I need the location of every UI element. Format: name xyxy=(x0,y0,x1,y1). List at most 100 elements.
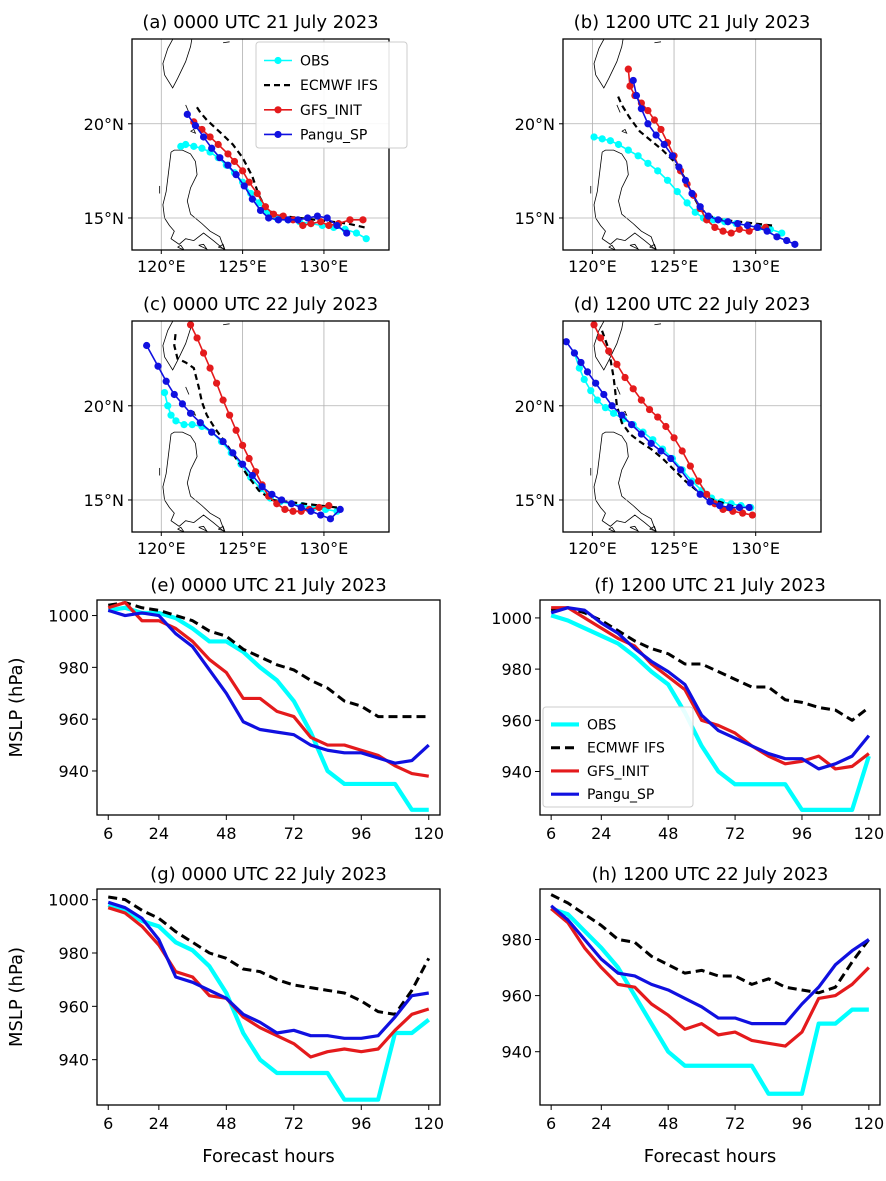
track-point-pangu xyxy=(229,449,237,457)
x-tick-label: 72 xyxy=(725,824,745,843)
coastline xyxy=(223,41,230,44)
track-point-gfs xyxy=(307,220,315,228)
legend-marker-pangu xyxy=(274,130,282,139)
axes-frame xyxy=(562,320,822,533)
track-point-pangu xyxy=(688,189,696,198)
y-tick-label: 1000 xyxy=(48,607,89,626)
y-tick-label: 15°N xyxy=(84,491,124,510)
track-point-obs xyxy=(198,144,206,152)
track-point-gfs xyxy=(613,360,621,368)
track-point-obs xyxy=(580,375,588,384)
panel-title: (d) 1200 UTC 22 July 2023 xyxy=(574,294,811,315)
track-point-pangu xyxy=(336,505,344,513)
track-point-obs xyxy=(634,152,642,160)
track-point-gfs xyxy=(678,447,686,455)
coastline xyxy=(218,525,226,532)
panel-title: (h) 1200 UTC 22 July 2023 xyxy=(592,864,829,885)
series-line-obs xyxy=(107,605,429,812)
x-tick-label: 96 xyxy=(351,1114,371,1133)
coastline xyxy=(247,316,250,317)
track-point-gfs xyxy=(748,511,757,519)
track-point-pangu xyxy=(743,221,752,230)
track-point-gfs xyxy=(206,133,214,141)
series-line-ecmwf xyxy=(108,895,431,1016)
track-point-obs xyxy=(575,364,583,372)
legend-box xyxy=(255,41,408,149)
track-point-gfs xyxy=(637,396,645,404)
axes-frame xyxy=(96,888,441,1106)
track-point-pangu xyxy=(647,439,655,448)
track-point-pangu xyxy=(326,515,335,523)
coastline xyxy=(593,431,657,532)
track-point-gfs xyxy=(212,379,221,387)
track-point-pangu xyxy=(274,216,282,224)
track-map-panel-b: 120°E 125°E 130°E 15°N 20°N (b) 1200 UTC 21 J… xyxy=(515,12,822,276)
track-point-pangu xyxy=(716,502,724,510)
track-point-pangu xyxy=(627,421,636,429)
axes-frame xyxy=(131,320,390,533)
track-point-pangu xyxy=(248,471,256,480)
track-point-obs xyxy=(654,167,662,175)
track-point-obs xyxy=(172,417,180,425)
coastline xyxy=(629,243,640,250)
panel-title: (b) 1200 UTC 21 July 2023 xyxy=(574,12,811,33)
track-line-ecmwf xyxy=(599,326,743,511)
track-point-gfs xyxy=(359,216,367,224)
track-point-pangu xyxy=(278,496,286,504)
track-point-pangu xyxy=(208,428,216,436)
x-axis-label: Forecast hours xyxy=(202,1146,335,1167)
x-tick-label: 6 xyxy=(103,824,113,843)
track-point-gfs xyxy=(645,405,654,414)
track-point-gfs xyxy=(279,212,287,220)
track-point-pangu xyxy=(317,511,325,519)
legend-entry-gfs: GFS_INIT xyxy=(264,103,362,119)
x-tick-label: 125°E xyxy=(650,539,699,558)
track-point-gfs xyxy=(727,229,735,237)
series-line-pangu xyxy=(550,606,871,771)
x-tick-label: 125°E xyxy=(650,257,699,276)
track-point-pangu xyxy=(668,152,677,160)
track-point-gfs xyxy=(239,441,247,449)
map-plot-area xyxy=(563,39,821,250)
track-point-obs xyxy=(663,176,672,184)
x-tick-label: 48 xyxy=(216,1114,236,1133)
track-point-pangu xyxy=(265,214,273,222)
track-point-gfs xyxy=(269,210,278,218)
coastline xyxy=(190,128,197,134)
track-point-pangu xyxy=(343,229,351,237)
x-tick-label: 24 xyxy=(591,1114,611,1133)
x-tick-label: 96 xyxy=(792,1114,812,1133)
track-point-pangu xyxy=(297,503,305,512)
track-point-gfs xyxy=(739,509,747,517)
track-point-pangu xyxy=(773,233,781,241)
track-point-obs xyxy=(188,421,196,429)
y-tick-label: 15°N xyxy=(515,491,555,510)
track-point-gfs xyxy=(650,116,659,124)
track-point-pangu xyxy=(191,122,200,130)
track-point-obs xyxy=(624,146,632,154)
coastline xyxy=(198,525,208,532)
x-tick-label: 24 xyxy=(149,1114,169,1133)
track-point-pangu xyxy=(563,338,570,346)
track-line-gfs xyxy=(593,324,753,516)
panel-title: (a) 0000 UTC 21 July 2023 xyxy=(142,12,378,33)
track-point-gfs xyxy=(245,454,253,463)
y-tick-label: 20°N xyxy=(515,397,555,416)
track-point-pangu xyxy=(753,223,761,231)
track-point-gfs xyxy=(325,221,333,230)
track-point-pangu xyxy=(675,163,683,171)
track-line-pangu xyxy=(565,341,750,509)
legend-marker-gfs xyxy=(274,106,282,114)
legend-label-gfs: GFS_INIT xyxy=(587,764,649,780)
x-tick-label: 120°E xyxy=(137,257,186,276)
x-tick-label: 48 xyxy=(658,824,678,843)
series-line-ecmwf xyxy=(108,601,429,719)
track-point-pangu xyxy=(763,227,771,235)
track-point-gfs xyxy=(245,178,253,186)
track-point-pangu xyxy=(696,203,704,211)
series-line-pangu xyxy=(107,900,430,1040)
track-point-gfs xyxy=(289,507,297,515)
x-tick-label: 120 xyxy=(413,1114,444,1133)
track-point-pangu xyxy=(667,454,675,463)
